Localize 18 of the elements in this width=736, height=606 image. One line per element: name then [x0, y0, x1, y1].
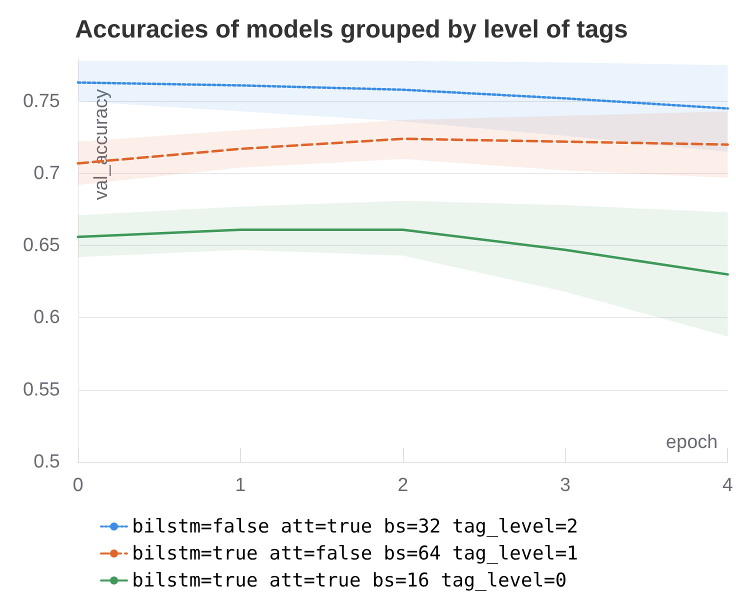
y-tick-label: 0.75: [23, 90, 60, 112]
y-tick-label: 0.6: [34, 307, 60, 328]
y-tick-label: 0.7: [34, 162, 60, 184]
legend-label: bilstm=false att=true bs=32 tag_level=2: [132, 516, 578, 538]
x-tick-label: 0: [72, 475, 84, 496]
x-tick-label: 3: [560, 475, 571, 496]
y-axis-title: val_accuracy: [91, 88, 112, 200]
x-tick-label: 1: [235, 475, 246, 496]
y-tick-label: 0.65: [23, 235, 60, 256]
legend-label: bilstm=true att=true bs=16 tag_level=0: [132, 570, 567, 592]
line-series: [76, 228, 729, 276]
chart-title: Accuracies of models grouped by level of tags: [75, 16, 628, 44]
x-tick-label: 2: [398, 475, 408, 496]
x-axis-title: epoch: [666, 432, 718, 453]
y-tick-label: 0.5: [34, 452, 60, 472]
legend-label: bilstm=true att=false bs=64 tag_level=1: [132, 542, 578, 564]
y-tick-label: 0.55: [23, 379, 60, 400]
x-tick-label: 4: [722, 475, 734, 496]
